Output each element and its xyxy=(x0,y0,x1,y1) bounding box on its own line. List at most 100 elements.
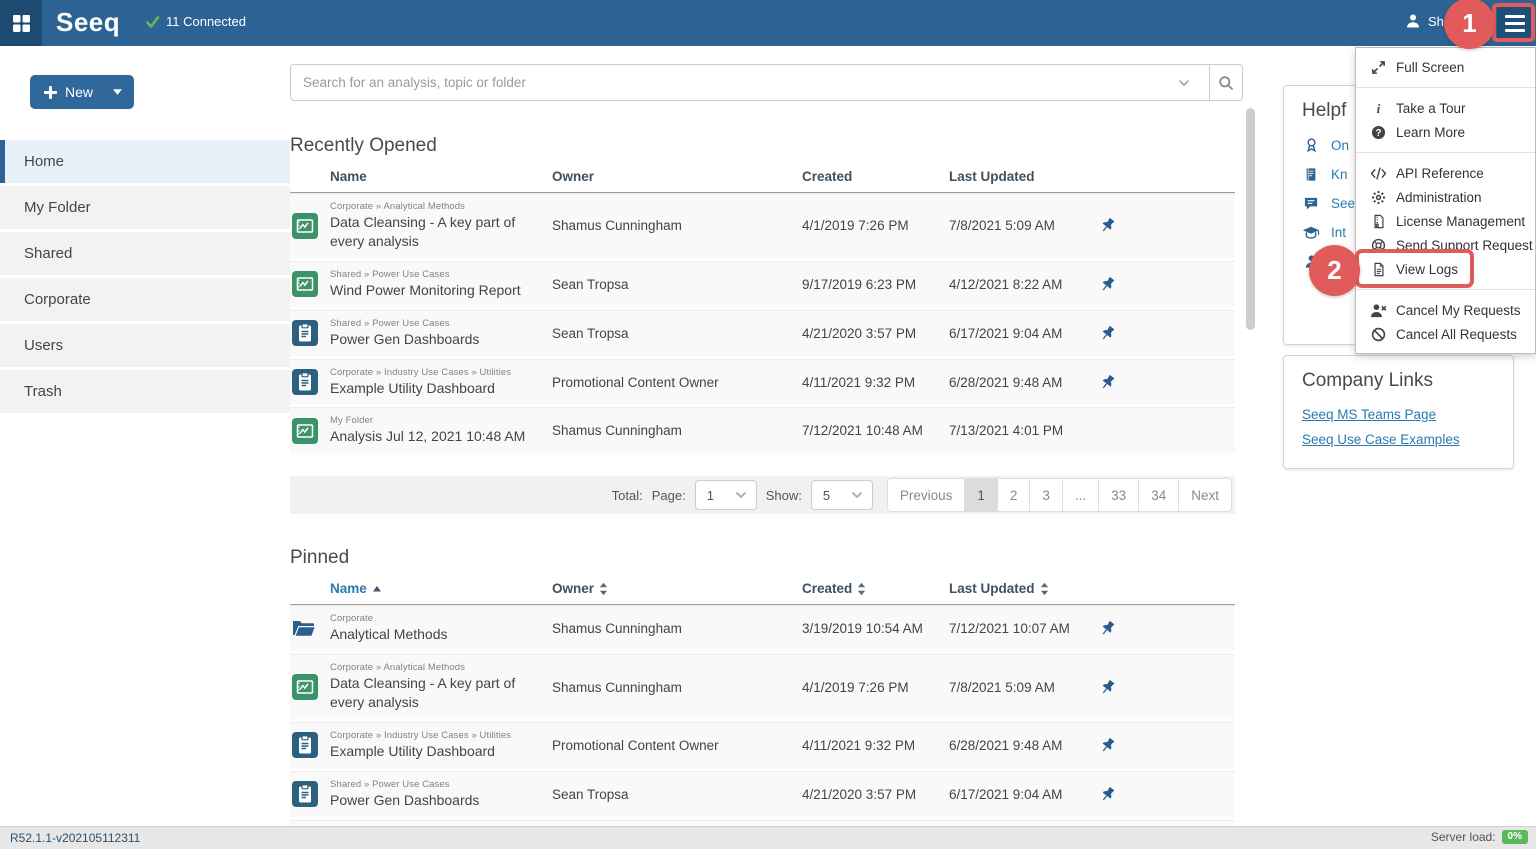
item-path: Corporate » Analytical Methods xyxy=(330,201,552,212)
table-row[interactable]: My Folder Analysis Jul 12, 2021 10:48 AM… xyxy=(290,407,1235,456)
ban-icon xyxy=(1370,327,1387,342)
table-row[interactable]: Corporate » Analytical Methods Data Clea… xyxy=(290,654,1235,722)
plus-icon xyxy=(44,86,57,99)
table-header-row: NameOwnerCreatedLast Updated xyxy=(290,169,1235,193)
item-name[interactable]: Wind Power Monitoring Report xyxy=(330,281,552,300)
connection-status: 11 Connected xyxy=(146,14,246,29)
menu-item-administration[interactable]: Administration xyxy=(1356,185,1535,209)
table-row[interactable]: Shared » Power Use Cases Wind Power Moni… xyxy=(290,261,1235,310)
analysis-icon xyxy=(290,674,330,700)
company-link[interactable]: Seeq Use Case Examples xyxy=(1302,432,1495,447)
hamburger-menu-button[interactable] xyxy=(1497,6,1532,41)
vertical-scrollbar[interactable] xyxy=(1246,108,1255,330)
menu-item-api-reference[interactable]: API Reference xyxy=(1356,161,1535,185)
item-name[interactable]: Example Utility Dashboard xyxy=(330,742,552,761)
page-button-next[interactable]: Next xyxy=(1178,478,1232,512)
page-button-3[interactable]: 3 xyxy=(1029,478,1063,512)
pin-icon[interactable] xyxy=(1099,679,1235,696)
column-header-owner[interactable]: Owner xyxy=(552,581,802,596)
table-row[interactable]: Shared » Power Use Cases Power Gen Dashb… xyxy=(290,310,1235,359)
show-label: Show: xyxy=(766,488,802,503)
menu-item-take-a-tour[interactable]: i Take a Tour xyxy=(1356,96,1535,120)
page-button-...[interactable]: ... xyxy=(1062,478,1099,512)
svg-text:?: ? xyxy=(1375,127,1381,138)
item-created: 4/1/2019 7:26 PM xyxy=(802,680,949,695)
menu-item-learn-more[interactable]: ? Learn More xyxy=(1356,120,1535,144)
search-button[interactable] xyxy=(1210,64,1243,101)
column-header-created[interactable]: Created xyxy=(802,581,949,596)
item-name[interactable]: Analysis Jul 12, 2021 10:48 AM xyxy=(330,427,552,446)
topic-icon xyxy=(290,732,330,758)
sidebar-item-my-folder[interactable]: My Folder xyxy=(0,186,290,229)
sidebar-item-corporate[interactable]: Corporate xyxy=(0,278,290,321)
item-name[interactable]: Analytical Methods xyxy=(330,625,552,644)
page-button-33[interactable]: 33 xyxy=(1098,478,1139,512)
page-button-1[interactable]: 1 xyxy=(964,478,998,512)
item-name[interactable]: Power Gen Dashboards xyxy=(330,330,552,349)
item-name[interactable]: Power Gen Dashboards xyxy=(330,791,552,810)
menu-item-full-screen[interactable]: Full Screen xyxy=(1356,55,1535,79)
search-icon xyxy=(1218,75,1234,91)
question-circle-icon: ? xyxy=(1370,125,1387,140)
app-grid-button[interactable] xyxy=(0,0,42,46)
item-name[interactable]: Data Cleansing - A key part of every ana… xyxy=(330,213,552,251)
menu-divider xyxy=(1356,87,1535,88)
page-button-previous[interactable]: Previous xyxy=(887,478,966,512)
new-dropdown-caret[interactable] xyxy=(107,89,134,95)
item-created: 4/21/2020 3:57 PM xyxy=(802,787,949,802)
table-row[interactable]: Shared » Power Use Cases Power Gen Dashb… xyxy=(290,771,1235,820)
svg-text:i: i xyxy=(1377,101,1381,116)
column-header-last-updated[interactable]: Last Updated xyxy=(949,581,1097,596)
item-owner: Shamus Cunningham xyxy=(552,621,802,636)
menu-item-license-management[interactable]: License Management xyxy=(1356,209,1535,233)
item-name[interactable]: Data Cleansing - A key part of every ana… xyxy=(330,674,552,712)
new-button[interactable]: New xyxy=(30,75,134,109)
sidebar-item-home[interactable]: Home xyxy=(0,140,290,183)
company-link[interactable]: Seeq MS Teams Page xyxy=(1302,407,1495,422)
pin-icon[interactable] xyxy=(1099,620,1235,637)
item-updated: 7/8/2021 5:09 AM xyxy=(949,680,1097,695)
table-row[interactable]: Corporate » Industry Use Cases » Utiliti… xyxy=(290,722,1235,771)
item-name[interactable]: Example Utility Dashboard xyxy=(330,379,552,398)
chevron-down-icon[interactable] xyxy=(1178,79,1190,87)
page-button-2[interactable]: 2 xyxy=(997,478,1031,512)
item-created: 3/19/2019 10:54 AM xyxy=(802,621,949,636)
pin-icon[interactable] xyxy=(1099,276,1235,293)
sidebar-item-shared[interactable]: Shared xyxy=(0,232,290,275)
sort-icon xyxy=(599,582,608,596)
analysis-icon xyxy=(290,418,330,444)
pin-icon[interactable] xyxy=(1099,374,1235,391)
search-bar xyxy=(290,64,1243,101)
item-owner: Shamus Cunningham xyxy=(552,423,802,438)
pin-icon[interactable] xyxy=(1099,217,1235,234)
item-owner: Shamus Cunningham xyxy=(552,680,802,695)
sidebar-item-users[interactable]: Users xyxy=(0,324,290,367)
menu-item-cancel-my-requests[interactable]: Cancel My Requests xyxy=(1356,298,1535,322)
menu-item-send-support-request[interactable]: Send Support Request xyxy=(1356,233,1535,257)
item-owner: Sean Tropsa xyxy=(552,277,802,292)
search-input[interactable] xyxy=(290,64,1210,101)
table-row[interactable]: Corporate » Industry Use Cases » Utiliti… xyxy=(290,359,1235,408)
sidebar-item-trash[interactable]: Trash xyxy=(0,370,290,413)
item-created: 4/11/2021 9:32 PM xyxy=(802,375,949,390)
user-menu[interactable]: Sha xyxy=(1405,13,1451,29)
company-links-card: Company Links Seeq MS Teams PageSeeq Use… xyxy=(1283,355,1514,469)
column-header-name[interactable]: Name xyxy=(330,581,552,596)
pin-icon[interactable] xyxy=(1099,786,1235,803)
menu-item-view-logs[interactable]: View Logs xyxy=(1356,257,1535,281)
page-select[interactable]: 1 xyxy=(695,480,757,510)
user-name: Sha xyxy=(1428,14,1451,29)
item-path: Shared » Power Use Cases xyxy=(330,779,552,790)
sort-icon xyxy=(857,582,866,596)
server-load-badge: 0% xyxy=(1502,830,1528,844)
show-select[interactable]: 5 xyxy=(811,480,873,510)
pin-icon[interactable] xyxy=(1099,737,1235,754)
menu-item-cancel-all-requests[interactable]: Cancel All Requests xyxy=(1356,322,1535,346)
table-row[interactable]: Corporate Analytical Methods Shamus Cunn… xyxy=(290,605,1235,654)
main-content: Recently Opened NameOwnerCreatedLast Upd… xyxy=(290,46,1243,826)
pin-icon[interactable] xyxy=(1099,325,1235,342)
topic-icon xyxy=(290,320,330,346)
book-icon xyxy=(1302,167,1320,182)
table-row[interactable]: Corporate » Analytical Methods Data Clea… xyxy=(290,193,1235,261)
page-button-34[interactable]: 34 xyxy=(1138,478,1179,512)
